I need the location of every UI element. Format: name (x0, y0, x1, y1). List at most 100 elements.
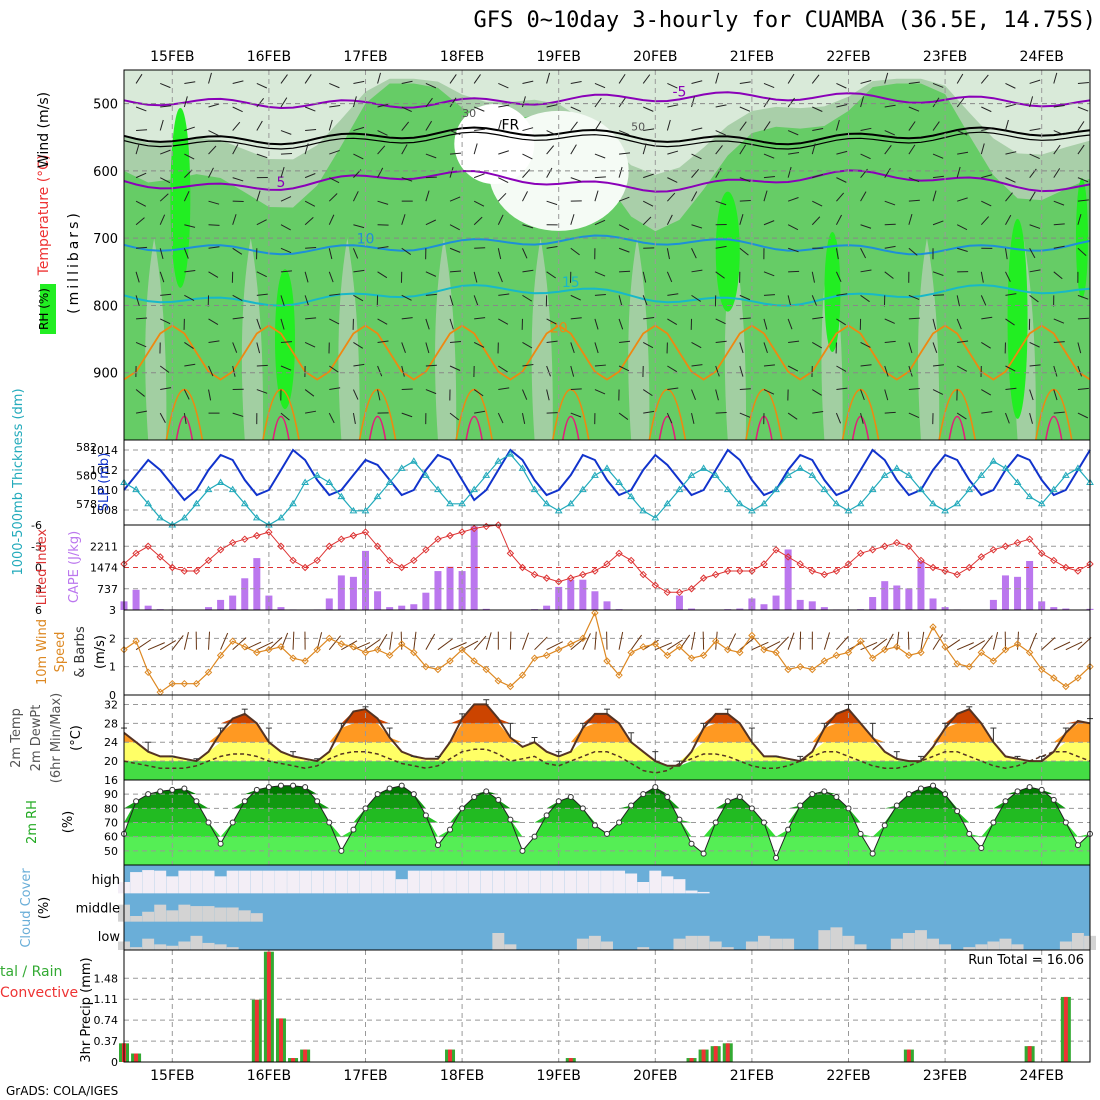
wind-barb (860, 642, 878, 651)
wind-barb (256, 318, 261, 330)
cloud-bar-low (673, 938, 686, 950)
cloud-bar-low (782, 938, 795, 950)
wind-barb (739, 144, 747, 155)
cape-bar (398, 605, 406, 610)
rh-marker (712, 819, 719, 826)
wind-barb (1077, 387, 1089, 391)
wind-barb (352, 389, 359, 400)
cape-bar (1050, 607, 1058, 610)
wind-barb (884, 389, 889, 401)
cloud-bar-middle (178, 904, 191, 922)
li-marker (301, 563, 309, 572)
rh-marker (676, 816, 683, 823)
wind-barb (498, 293, 510, 296)
wind-barb (860, 248, 867, 259)
li-marker (482, 522, 490, 531)
rh-marker (495, 796, 502, 803)
rh-marker (229, 819, 236, 826)
thickness-marker (868, 485, 877, 493)
thickness-marker (627, 492, 636, 500)
wind-barb (1029, 248, 1036, 259)
y-tick-label: 500 (93, 98, 118, 113)
temp-band (124, 723, 1090, 743)
cape-bar (989, 599, 997, 610)
wind-barb (1053, 168, 1061, 178)
wind-marker (1037, 665, 1046, 674)
rh-bright-patch (1007, 218, 1028, 419)
isotherm-lobe (551, 389, 590, 441)
wind-barb (908, 106, 920, 112)
wind-barb (835, 248, 839, 260)
cape-bar (748, 598, 756, 610)
wind-barb (280, 97, 288, 108)
ylabel-cloud-unit: (%) (37, 897, 52, 920)
wind-barb (981, 106, 992, 113)
thickness-marker (289, 499, 297, 507)
wind-barb (739, 106, 751, 112)
wind-barb (413, 631, 417, 650)
cloud-bar-high (190, 870, 203, 894)
wind-barb (956, 224, 968, 231)
wind-marker (844, 648, 853, 657)
wind-marker (253, 648, 261, 657)
wind-barb (329, 104, 341, 108)
li-marker (893, 539, 901, 547)
rh-marker (277, 782, 284, 789)
wind-barb (727, 633, 737, 650)
wind-barb (280, 295, 285, 307)
wind-barb (353, 269, 365, 273)
wind-barb (860, 224, 872, 229)
wind-barb (1053, 271, 1063, 280)
wind-barb (485, 632, 492, 650)
wind-marker (820, 657, 829, 665)
wind-barb (546, 340, 558, 343)
wind-barb (268, 636, 283, 651)
y-tick-label: 1010 (90, 484, 118, 497)
li-marker (627, 556, 635, 565)
wind-barb (159, 119, 164, 131)
wind-barb (1077, 121, 1085, 131)
wind-barb (160, 318, 171, 325)
li-marker (675, 588, 684, 596)
wind-barb (256, 389, 268, 394)
wind-marker (675, 643, 684, 651)
wind-marker (1074, 674, 1082, 682)
rh-band (124, 785, 1090, 823)
wind-barb (594, 82, 606, 89)
cloud-bar-low (1071, 933, 1084, 950)
cloud-bar-middle (250, 913, 263, 922)
precip-bar-convective (1063, 996, 1068, 1062)
wind-barb (329, 387, 341, 391)
wind-barb (401, 80, 413, 84)
wind-barb (159, 177, 171, 184)
thickness-marker (1001, 464, 1010, 471)
wind-barb (788, 152, 800, 155)
wind-barb (208, 103, 220, 108)
wind-barb (642, 74, 651, 84)
wind-barb (522, 269, 534, 273)
wind-barb (570, 106, 582, 112)
wind-barb (1029, 269, 1041, 273)
wind-barb (582, 633, 591, 650)
cape-bar (1001, 575, 1009, 610)
y-tick-label: 20 (104, 755, 118, 768)
wind-barb (763, 294, 775, 296)
wind-marker (542, 651, 551, 660)
date-label-top: 18FEB (440, 49, 484, 65)
rh-marker (169, 786, 176, 793)
wind-barb (328, 271, 334, 283)
wind-barb (787, 247, 799, 253)
thickness-marker (904, 471, 913, 478)
li-marker (385, 556, 394, 565)
li-marker (1086, 560, 1094, 568)
wind-barb (981, 174, 993, 179)
wind-marker (494, 677, 503, 685)
thickness-marker (784, 471, 793, 478)
thickness-marker (663, 499, 672, 507)
wind-barb (449, 295, 454, 307)
cape-bar (241, 578, 249, 610)
wind-barb (667, 293, 679, 296)
rh-marker (760, 819, 767, 826)
wind-barb (401, 247, 412, 255)
rh-marker (736, 794, 743, 800)
